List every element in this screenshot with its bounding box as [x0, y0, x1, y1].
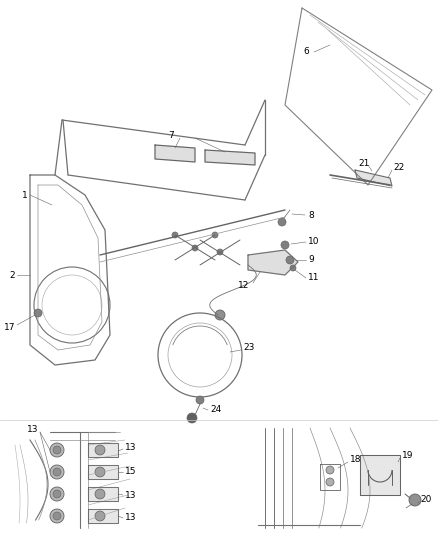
Text: 15: 15: [125, 467, 137, 477]
Circle shape: [212, 232, 218, 238]
Circle shape: [50, 443, 64, 457]
Circle shape: [187, 413, 197, 423]
Circle shape: [217, 249, 223, 255]
Text: 12: 12: [238, 280, 249, 289]
Polygon shape: [88, 465, 118, 479]
Circle shape: [53, 490, 61, 498]
Circle shape: [95, 489, 105, 499]
Circle shape: [34, 309, 42, 317]
Text: 10: 10: [308, 238, 319, 246]
Circle shape: [215, 310, 225, 320]
Circle shape: [192, 245, 198, 251]
Circle shape: [53, 512, 61, 520]
Circle shape: [53, 446, 61, 454]
Text: 22: 22: [393, 164, 404, 173]
Text: 17: 17: [4, 324, 15, 333]
Circle shape: [278, 218, 286, 226]
Circle shape: [409, 494, 421, 506]
Circle shape: [326, 466, 334, 474]
Text: 8: 8: [308, 211, 314, 220]
Polygon shape: [88, 509, 118, 523]
Text: 20: 20: [420, 496, 431, 505]
Text: 23: 23: [243, 343, 254, 352]
Circle shape: [281, 241, 289, 249]
Circle shape: [95, 511, 105, 521]
Circle shape: [95, 467, 105, 477]
Text: 13: 13: [125, 490, 137, 499]
Text: 6: 6: [303, 47, 309, 56]
Text: 13: 13: [125, 513, 137, 522]
Text: 19: 19: [402, 450, 413, 459]
Circle shape: [326, 478, 334, 486]
Text: 24: 24: [210, 406, 221, 415]
Polygon shape: [248, 250, 298, 275]
Circle shape: [50, 465, 64, 479]
Text: 21: 21: [358, 158, 369, 167]
Polygon shape: [205, 150, 255, 165]
Polygon shape: [360, 455, 400, 495]
Circle shape: [172, 232, 178, 238]
Circle shape: [50, 487, 64, 501]
Text: 7: 7: [168, 131, 174, 140]
Text: 1: 1: [22, 190, 28, 199]
Text: 13: 13: [125, 442, 137, 451]
Text: 9: 9: [308, 255, 314, 264]
Circle shape: [53, 468, 61, 476]
Polygon shape: [88, 487, 118, 501]
Circle shape: [286, 256, 294, 264]
Circle shape: [95, 445, 105, 455]
Polygon shape: [355, 170, 392, 186]
Polygon shape: [155, 145, 195, 162]
Polygon shape: [88, 443, 118, 457]
Circle shape: [196, 396, 204, 404]
Circle shape: [290, 265, 296, 271]
Text: 2: 2: [9, 271, 15, 279]
Circle shape: [50, 509, 64, 523]
Text: 18: 18: [350, 456, 361, 464]
Text: 13: 13: [27, 425, 38, 434]
Text: 11: 11: [308, 273, 319, 282]
